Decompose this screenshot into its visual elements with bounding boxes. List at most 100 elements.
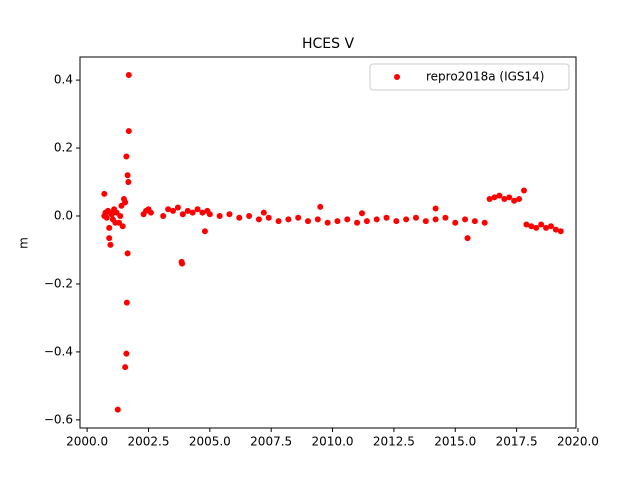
point [462,216,469,223]
y-tick-label: 0.4 [54,73,73,87]
point [179,211,186,218]
point [165,206,172,213]
point [106,224,113,231]
point [533,224,540,231]
point [123,350,130,357]
point [358,210,365,217]
point [106,235,113,242]
point [538,221,545,228]
point [314,216,321,223]
point [543,224,550,231]
point [403,216,410,223]
point [295,214,302,221]
x-tick-label: 2020.0 [557,435,599,449]
point [179,260,186,267]
point [101,190,108,197]
point [114,406,121,413]
point [194,206,201,213]
point [481,219,488,226]
point [354,219,361,226]
y-tick-label: −0.2 [44,276,73,290]
point [101,213,108,219]
point [452,219,459,226]
point [189,209,196,216]
point [373,216,380,223]
point [184,207,191,214]
point [119,223,126,230]
point [246,213,253,219]
point [501,196,508,203]
point [275,218,282,225]
point [432,216,439,223]
x-tick-label: 2000.0 [66,435,108,449]
point [236,214,243,221]
x-tick-label: 2007.5 [250,435,292,449]
point [496,192,503,199]
point [511,197,518,204]
x-tick-label: 2015.0 [434,435,476,449]
point [107,241,114,248]
point [491,194,498,201]
point [471,218,478,225]
point [547,223,554,230]
point [170,207,177,214]
point [122,199,129,206]
point [125,72,132,79]
point [107,209,114,216]
point [422,218,429,225]
x-tick-label: 2002.5 [127,435,169,449]
point [516,196,523,203]
point [528,223,535,230]
point [123,153,130,160]
point [125,128,132,135]
y-axis-label: m [17,237,31,249]
y-tick-label: −0.6 [44,412,73,426]
x-tick-label: 2012.5 [373,435,415,449]
point [334,218,341,225]
point [174,204,181,211]
plot-frame [79,56,577,429]
point [442,214,449,221]
legend-marker [394,74,400,80]
point [412,214,419,221]
point [122,364,129,371]
point [317,203,324,210]
point [523,221,530,228]
point [344,216,351,223]
point [206,211,213,218]
point [255,216,262,223]
point [363,218,370,225]
point [304,218,311,225]
point [199,209,206,216]
y-tick-label: 0.2 [54,141,73,155]
point [147,209,154,216]
point [383,214,390,221]
point [265,214,272,221]
point [124,172,131,179]
y-tick-label: −0.4 [44,344,73,358]
point [260,209,267,216]
y-tick-label: 0.0 [54,209,73,223]
point [464,235,471,242]
point [506,194,513,201]
point [432,205,439,212]
legend-label: repro2018a (IGS14) [426,70,544,84]
point [201,228,208,235]
point [125,179,132,186]
x-tick-label: 2017.5 [496,435,538,449]
point [324,219,331,226]
x-tick-label: 2005.0 [189,435,231,449]
point [285,216,292,223]
point [124,250,131,257]
legend-box [369,63,570,91]
point [160,213,167,219]
point [486,196,493,203]
point [123,299,130,306]
point [216,213,223,219]
point [557,228,564,235]
point [520,187,527,194]
point [393,218,400,225]
point [117,213,124,219]
point [226,211,233,218]
